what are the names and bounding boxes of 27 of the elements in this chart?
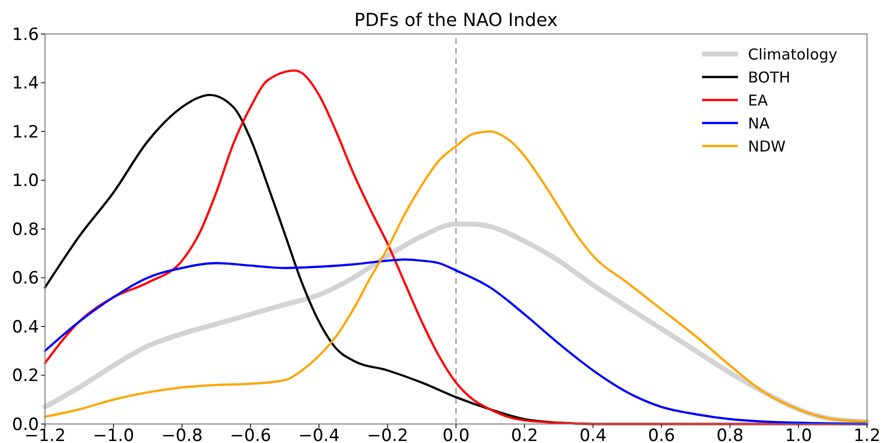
y-tick-label: 1.2 [12,122,39,142]
x-tick-label: −0.2 [366,426,408,443]
x-tick-label: 0.8 [716,426,744,443]
legend-label: BOTH [748,68,790,86]
legend-label: NDW [748,137,786,156]
x-tick-label: −1.0 [92,426,134,443]
legend-label: NA [748,114,770,132]
legend-label: Climatology [748,45,838,64]
x-tick-label: 1.2 [853,426,881,443]
x-tick-label: 0.2 [510,426,538,443]
y-tick-label: 1.6 [12,24,39,45]
line-series [44,258,868,426]
y-tick-label: 0.4 [12,317,39,338]
y-tick-label: 0.6 [12,268,39,289]
y-tick-label: 0.2 [12,366,39,386]
legend-label: EA [748,91,768,110]
x-tick-label: −0.4 [298,426,340,443]
x-tick-label: 0.4 [579,426,607,443]
x-tick-label: −0.8 [161,426,203,443]
chart-title: PDFs of the NAO Index [354,10,558,31]
y-tick-label: 0.8 [12,220,39,240]
x-tick-label: 0.6 [648,426,676,443]
x-tick-label: 1.0 [784,426,812,443]
x-tick-label: −0.6 [230,426,272,443]
y-tick-label: 1.0 [12,171,39,192]
y-tick-label: 1.4 [12,74,39,94]
x-tick-label: 0.0 [442,426,470,443]
